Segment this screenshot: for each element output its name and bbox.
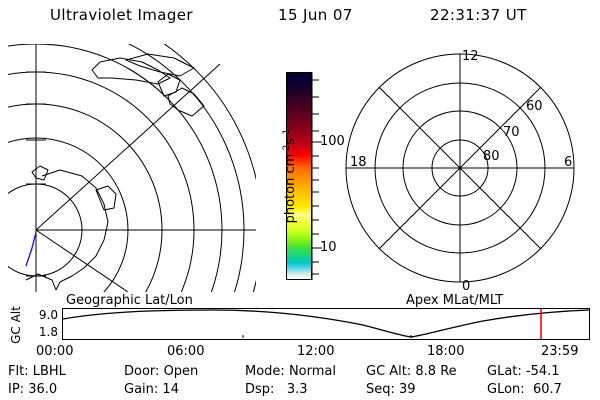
status-gain: Gain: 14	[124, 382, 179, 397]
status-gc-alt: GC Alt: 8.8 Re	[366, 364, 457, 379]
status-gain-value: 14	[162, 382, 179, 397]
status-seq-value: 39	[399, 382, 416, 397]
status-glat-value: -54.1	[525, 364, 560, 379]
gc-alt-curve-svg	[63, 309, 589, 339]
geographic-panel-caption: Geographic Lat/Lon	[66, 293, 193, 308]
gc-altitude-strip[interactable]: GC Alt 9.0 1.8	[0, 306, 600, 344]
status-ip-label: IP:	[8, 382, 25, 397]
colorbar[interactable]: 100 10 photon cm-2s-1	[262, 60, 345, 292]
status-gain-label: Gain:	[124, 382, 159, 397]
geographic-map-svg	[8, 44, 256, 292]
mlat-label-60: 60	[526, 99, 543, 114]
time-tick-3: 18:00	[427, 344, 465, 359]
colorbar-exp-s: -1	[281, 128, 292, 138]
colorbar-ticks	[312, 72, 322, 280]
status-gc-alt-label: GC Alt:	[366, 364, 412, 379]
status-filter-value: LBHL	[32, 364, 66, 379]
status-glat-label: GLat:	[487, 364, 522, 379]
mlt-label-18: 18	[350, 155, 367, 170]
mlat-label-80: 80	[483, 149, 500, 164]
status-seq: Seq: 39	[366, 382, 416, 397]
status-dsp-label: Dsp:	[245, 382, 275, 397]
instrument-title: Ultraviolet Imager	[50, 6, 193, 24]
status-mode: Mode: Normal	[245, 364, 336, 379]
mlat-label-70: 70	[503, 125, 520, 140]
colorbar-unit-text: photon cm	[283, 153, 299, 224]
status-door: Door: Open	[124, 364, 198, 379]
status-dsp-value: 3.3	[286, 382, 308, 397]
status-dsp: Dsp: 3.3	[245, 382, 308, 397]
colorbar-tick-10: 10	[320, 240, 337, 255]
polar-plot-svg: 12 6 0 18 60 70 80	[345, 49, 575, 292]
status-mode-value: Normal	[288, 364, 336, 379]
status-ip-value: 36.0	[28, 382, 58, 397]
mlt-label-0: 0	[462, 279, 470, 292]
status-glon: GLon: 60.7	[487, 382, 562, 397]
status-ip: IP: 36.0	[8, 382, 57, 397]
observation-date: 15 Jun 07	[278, 6, 353, 24]
colorbar-unit-seconds: s	[283, 137, 299, 145]
header-bar: Ultraviolet Imager 15 Jun 07 22:31:37 UT	[0, 6, 600, 28]
status-door-value: Open	[163, 364, 199, 379]
gc-alt-tick-high: 9.0	[38, 308, 58, 322]
geographic-map-panel[interactable]	[8, 44, 256, 292]
mlt-label-12: 12	[462, 49, 479, 64]
gc-alt-tick-low: 1.8	[38, 325, 58, 339]
status-glon-value: 60.7	[532, 382, 562, 397]
colorbar-tick-100: 100	[320, 134, 345, 149]
gc-alt-plot-area	[62, 308, 590, 340]
status-glon-label: GLon:	[487, 382, 525, 397]
status-seq-label: Seq:	[366, 382, 395, 397]
time-tick-4: 23:59	[541, 344, 579, 359]
apex-mlt-polar-panel[interactable]: 12 6 0 18 60 70 80	[336, 44, 584, 292]
time-tick-2: 12:00	[297, 344, 335, 359]
coastline-outline	[25, 53, 205, 291]
observation-time: 22:31:37 UT	[430, 6, 527, 24]
gc-alt-curve	[63, 309, 589, 338]
apex-panel-caption: Apex MLat/MLT	[406, 293, 504, 308]
time-tick-1: 06:00	[167, 344, 205, 359]
status-gc-alt-value: 8.8 Re	[415, 364, 457, 379]
status-mode-label: Mode:	[245, 364, 285, 379]
status-glat: GLat: -54.1	[487, 364, 560, 379]
terminator-track	[25, 231, 37, 267]
time-axis: 00:00 06:00 12:00 18:00 23:59	[0, 344, 600, 362]
mlt-label-6: 6	[564, 155, 572, 170]
status-filter: Flt: LBHL	[8, 364, 66, 379]
colorbar-exp-cm: -2	[281, 144, 292, 154]
status-door-label: Door:	[124, 364, 160, 379]
status-filter-label: Flt:	[8, 364, 29, 379]
colorbar-axis-label: photon cm-2s-1	[282, 96, 298, 256]
status-panel: Flt: LBHL Door: Open Mode: Normal GC Alt…	[0, 364, 600, 400]
time-tick-0: 00:00	[36, 344, 74, 359]
